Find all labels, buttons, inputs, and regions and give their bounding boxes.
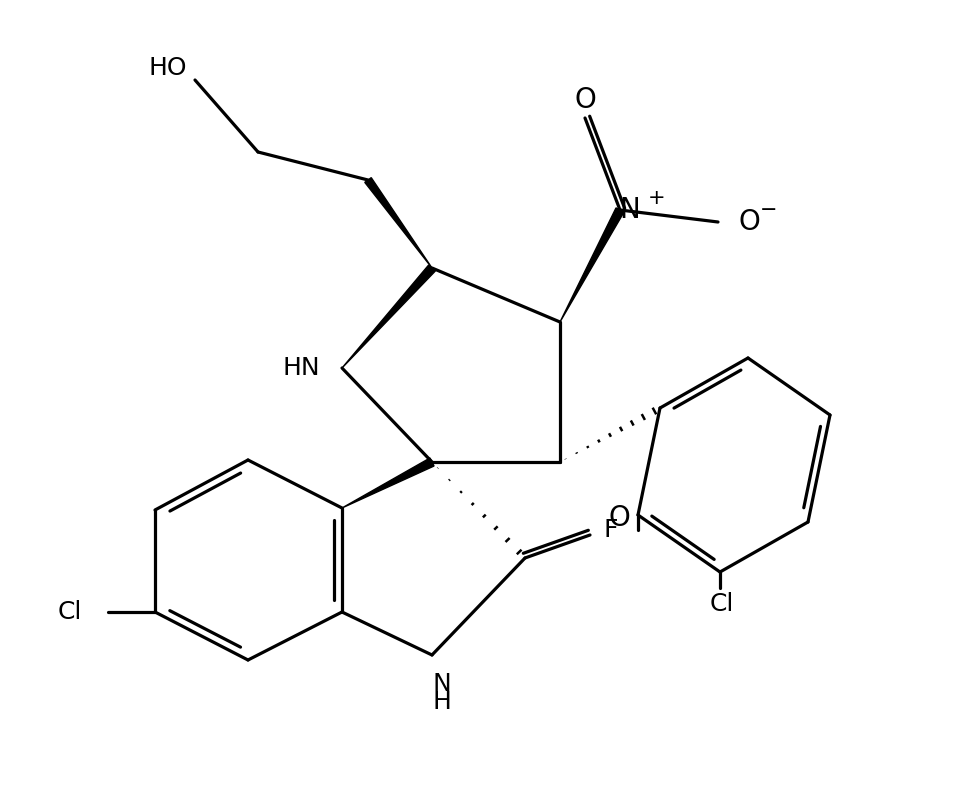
Text: H: H bbox=[432, 690, 451, 714]
Text: Cl: Cl bbox=[709, 592, 734, 616]
Text: N: N bbox=[619, 196, 640, 224]
Text: HO: HO bbox=[149, 56, 187, 80]
Text: O: O bbox=[738, 208, 759, 236]
Text: N: N bbox=[432, 672, 451, 696]
Text: O: O bbox=[573, 86, 595, 114]
Text: O: O bbox=[608, 504, 629, 532]
Polygon shape bbox=[364, 178, 432, 268]
Text: −: − bbox=[759, 200, 777, 220]
Polygon shape bbox=[560, 208, 623, 322]
Text: HN: HN bbox=[282, 356, 319, 380]
Text: F: F bbox=[603, 518, 617, 542]
Text: +: + bbox=[648, 188, 665, 208]
Polygon shape bbox=[342, 265, 435, 368]
Polygon shape bbox=[342, 458, 434, 508]
Text: Cl: Cl bbox=[58, 600, 82, 624]
